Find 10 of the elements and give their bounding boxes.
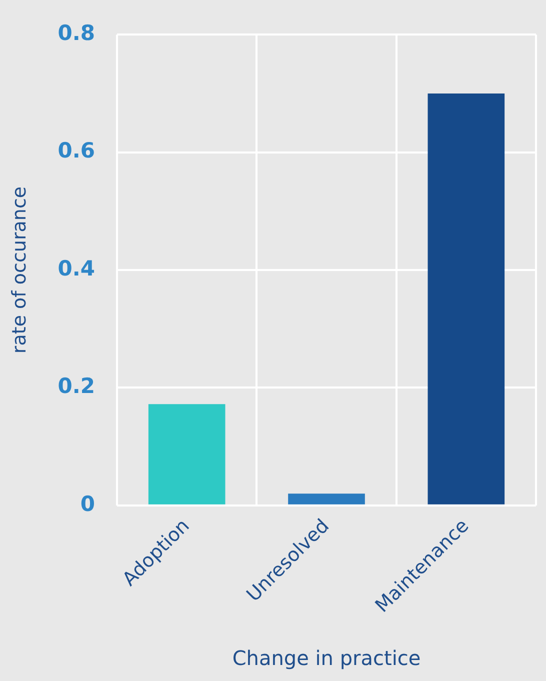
y-tick-label: 0 [80,492,95,516]
y-tick-label: 0.6 [58,138,95,163]
y-tick-label: 0.2 [58,374,95,398]
bar [428,93,505,504]
bar [148,404,226,504]
y-tick-label: 0.8 [58,21,95,46]
y-axis-title: rate of occurance [8,186,30,354]
bar [288,494,365,504]
y-tick-label: 0.4 [58,256,95,280]
x-axis-title: Change in practice [232,646,421,670]
